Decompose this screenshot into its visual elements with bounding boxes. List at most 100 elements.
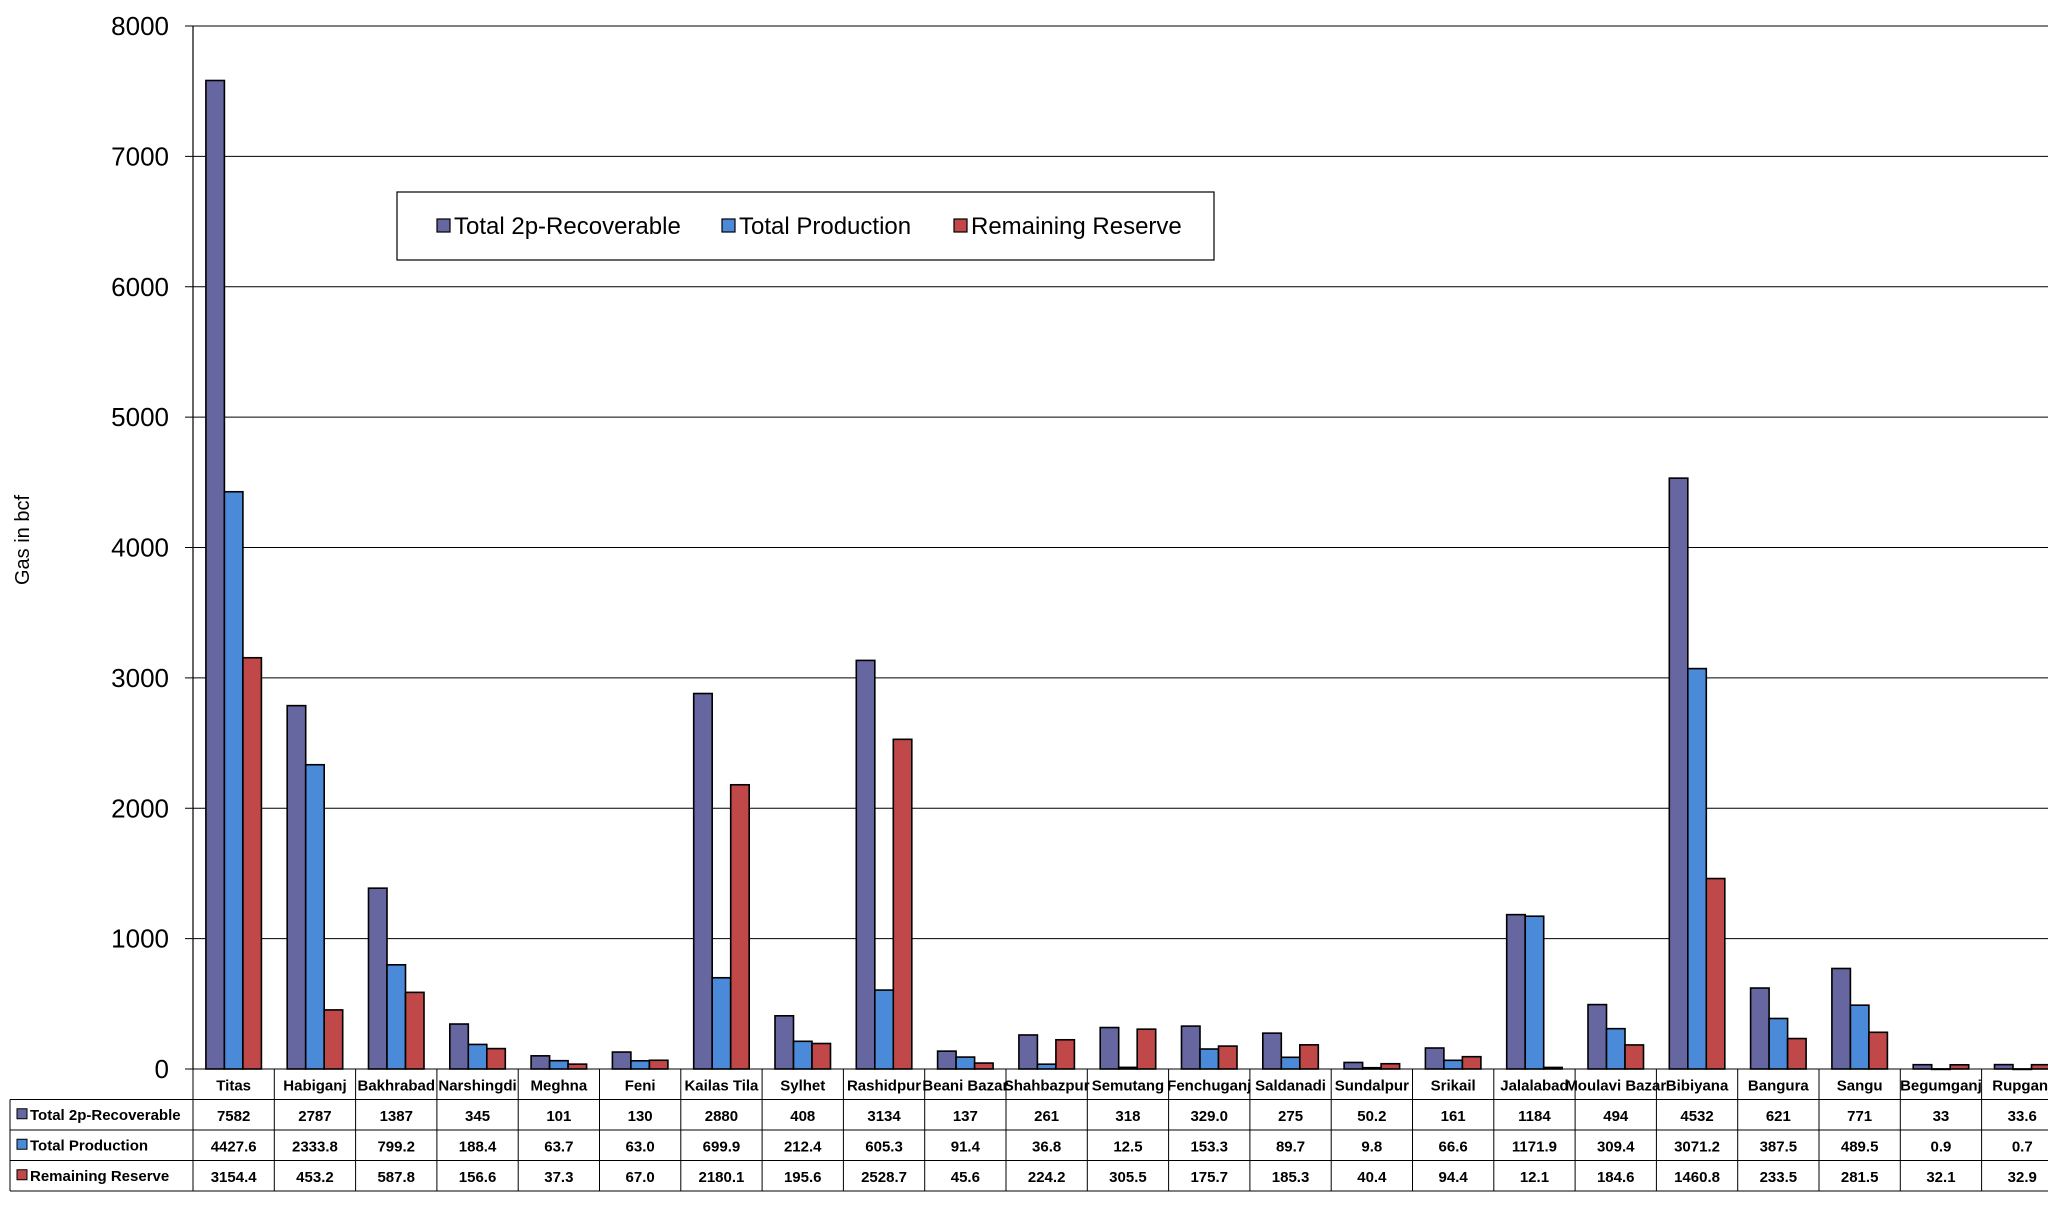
bar[interactable] <box>1019 1035 1038 1069</box>
table-cell: 3071.2 <box>1674 1138 1720 1155</box>
bar[interactable] <box>568 1064 587 1069</box>
bar[interactable] <box>1137 1029 1156 1069</box>
bar[interactable] <box>287 706 306 1069</box>
data-table: Titas Habiganj Bakhrabad Narshingdi Meghna Fe… <box>10 1069 2048 1191</box>
bar[interactable] <box>1056 1040 1075 1069</box>
bar[interactable] <box>369 888 388 1069</box>
bar[interactable] <box>1869 1032 1888 1069</box>
bar[interactable] <box>812 1043 831 1069</box>
bar[interactable] <box>856 660 875 1069</box>
bar[interactable] <box>1751 988 1770 1069</box>
bar[interactable] <box>712 978 731 1069</box>
table-cell: 0.9 <box>1931 1138 1952 1155</box>
y-tick-label: 6000 <box>111 272 169 302</box>
x-tick-label: Narshingdi <box>438 1077 516 1094</box>
bar[interactable] <box>1588 1005 1607 1069</box>
bar[interactable] <box>406 992 425 1069</box>
table-cell: 40.4 <box>1357 1169 1387 1186</box>
legend-item[interactable]: Remaining Reserve <box>954 213 1182 240</box>
bar[interactable] <box>1381 1064 1400 1069</box>
bar[interactable] <box>649 1060 668 1069</box>
bar[interactable] <box>1669 478 1688 1069</box>
table-cell: 2333.8 <box>292 1138 338 1155</box>
bar[interactable] <box>224 492 243 1069</box>
bar[interactable] <box>1913 1065 1932 1069</box>
bar[interactable] <box>531 1056 550 1069</box>
bar[interactable] <box>1995 1065 2014 1069</box>
table-cell: 309.4 <box>1597 1138 1635 1155</box>
bar[interactable] <box>1100 1028 1119 1069</box>
table-cell: 63.7 <box>544 1138 573 1155</box>
bar[interactable] <box>1182 1026 1201 1069</box>
bar[interactable] <box>1444 1060 1463 1069</box>
bar[interactable] <box>324 1010 343 1069</box>
x-tick-label: Habiganj <box>283 1077 346 1094</box>
bar[interactable] <box>631 1061 650 1069</box>
table-cell: 1184 <box>1518 1108 1551 1125</box>
bar[interactable] <box>794 1041 813 1069</box>
bar[interactable] <box>1525 916 1544 1069</box>
bar[interactable] <box>487 1049 506 1069</box>
y-axis: 0 1000 2000 3000 4000 5000 6000 7000 8000 <box>111 11 193 1084</box>
gridlines <box>193 26 2048 939</box>
bar[interactable] <box>1688 669 1707 1069</box>
y-tick-label: 2000 <box>111 793 169 823</box>
y-tick-label: 5000 <box>111 402 169 432</box>
x-tick-label: Beani Bazar <box>922 1077 1008 1094</box>
y-tick-label: 7000 <box>111 141 169 171</box>
bar[interactable] <box>612 1052 631 1069</box>
legend[interactable]: Total 2p-Recoverable Total Production Rema… <box>397 192 1214 260</box>
bar[interactable] <box>938 1051 957 1069</box>
bar[interactable] <box>1200 1049 1219 1069</box>
bar[interactable] <box>1300 1045 1319 1069</box>
table-cell: 2180.1 <box>699 1169 745 1186</box>
bar[interactable] <box>1219 1046 1238 1069</box>
bar[interactable] <box>1607 1029 1626 1069</box>
table-cell: 345 <box>465 1108 490 1125</box>
bar[interactable] <box>1625 1045 1644 1069</box>
bar[interactable] <box>1507 915 1526 1069</box>
table-cell: 185.3 <box>1272 1169 1310 1186</box>
bar[interactable] <box>694 694 713 1069</box>
bar[interactable] <box>1850 1005 1869 1069</box>
bar[interactable] <box>468 1044 487 1069</box>
bar[interactable] <box>1263 1033 1282 1069</box>
table-cell: 233.5 <box>1760 1169 1798 1186</box>
bar[interactable] <box>387 965 406 1069</box>
table-cell: 494 <box>1603 1108 1629 1125</box>
bar[interactable] <box>1832 968 1851 1069</box>
bar[interactable] <box>1425 1048 1444 1069</box>
bar[interactable] <box>450 1024 469 1069</box>
bar[interactable] <box>1788 1039 1807 1069</box>
table-cell: 188.4 <box>459 1138 497 1155</box>
bar[interactable] <box>206 80 225 1069</box>
x-tick-label: Meghna <box>531 1077 588 1094</box>
bar[interactable] <box>1281 1057 1300 1069</box>
legend-item[interactable]: Total Production <box>722 213 911 240</box>
bar[interactable] <box>875 990 894 1069</box>
bar[interactable] <box>1462 1057 1481 1069</box>
bar[interactable] <box>956 1057 975 1069</box>
table-cell: 50.2 <box>1357 1108 1386 1125</box>
bar[interactable] <box>306 765 325 1069</box>
table-cell: 1460.8 <box>1674 1169 1720 1186</box>
bar[interactable] <box>893 739 912 1069</box>
bar[interactable] <box>1706 879 1725 1069</box>
bar[interactable] <box>731 785 750 1069</box>
bar[interactable] <box>975 1063 994 1069</box>
table-cell: 453.2 <box>296 1169 334 1186</box>
legend-item[interactable]: Total 2p-Recoverable <box>437 213 681 240</box>
table-cell: 305.5 <box>1109 1169 1147 1186</box>
table-cell: 12.1 <box>1520 1169 1549 1186</box>
bar[interactable] <box>243 658 262 1069</box>
bar[interactable] <box>550 1061 569 1069</box>
x-tick-label: Fenchuganj <box>1167 1077 1251 1094</box>
bar[interactable] <box>1950 1065 1969 1069</box>
bar[interactable] <box>2032 1065 2048 1069</box>
table-cell: 1171.9 <box>1512 1138 1557 1155</box>
bar[interactable] <box>775 1016 794 1069</box>
table-cell: 91.4 <box>951 1138 981 1155</box>
bar[interactable] <box>1037 1064 1056 1069</box>
bar[interactable] <box>1769 1018 1788 1069</box>
bar[interactable] <box>1344 1062 1363 1069</box>
